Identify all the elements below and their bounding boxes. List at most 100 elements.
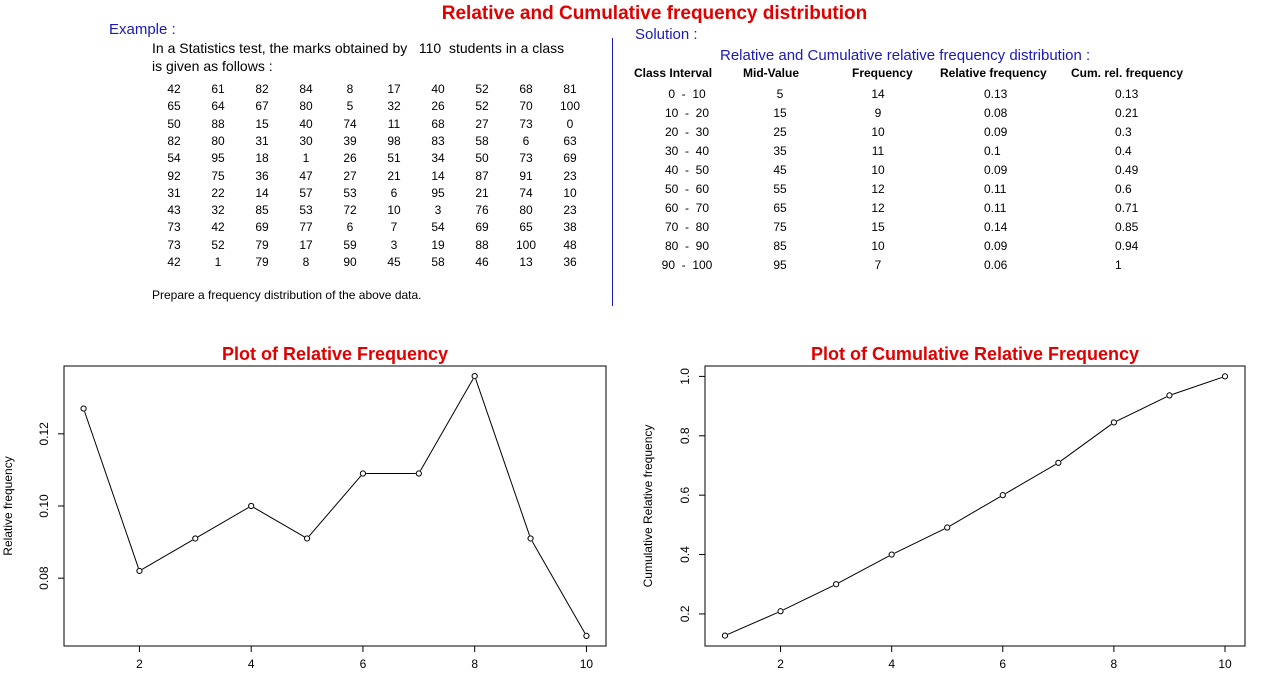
data-cell: 83	[431, 133, 445, 148]
series-line-segment	[1172, 376, 1223, 395]
data-cell: 75	[211, 168, 225, 183]
y-tick-label: 0.6	[678, 486, 692, 503]
data-cell: 88	[475, 237, 489, 252]
data-cell: 53	[343, 185, 357, 200]
data-point	[359, 470, 367, 477]
data-cell: 10	[387, 203, 401, 218]
data-cell: 0	[566, 116, 574, 131]
table-header: Mid-Value	[743, 66, 800, 80]
data-cell: 27	[343, 168, 357, 183]
y-axis-label: Relative frequency	[1, 456, 15, 555]
data-point	[415, 470, 422, 477]
data-cell: 10	[563, 185, 577, 200]
data-cell: 73	[167, 237, 181, 252]
data-cell: 17	[387, 82, 401, 96]
data-cell: 42	[167, 255, 181, 269]
table-cell: 10 - 20	[664, 106, 710, 120]
plot-frame	[704, 365, 1246, 647]
table-cell: 10	[871, 125, 885, 139]
data-cell: 80	[519, 203, 533, 218]
y-tick-label: 0.8	[678, 427, 692, 444]
table-cell: 0.3	[1115, 125, 1132, 139]
x-tick-label: 8	[1111, 657, 1118, 671]
data-cell: 1	[302, 151, 310, 166]
data-cell: 45	[387, 255, 401, 269]
data-cell: 22	[211, 185, 225, 200]
data-cell: 57	[299, 185, 313, 200]
data-cell: 58	[475, 133, 489, 148]
data-cell: 27	[475, 116, 489, 131]
relative-frequency-chart: 2 4 6 8 10 0.08 0.10 0.12 Relative frequency	[1, 365, 607, 671]
data-cell: 74	[343, 116, 357, 131]
x-tick-label: 10	[580, 657, 594, 671]
table-header: Relative frequency	[940, 66, 1047, 80]
table-cell: 70 - 80	[664, 220, 710, 234]
x-tick-label: 6	[360, 657, 367, 671]
table-cell: 9	[874, 106, 882, 120]
table-cell: 80 - 90	[664, 239, 710, 253]
problem-line-1: In a Statistics test, the marks obtained…	[152, 40, 565, 56]
data-cell: 40	[299, 116, 313, 131]
page-title: Relative and Cumulative frequency distri…	[441, 3, 868, 24]
data-cell: 6	[346, 220, 354, 235]
table-cell: 35	[773, 144, 787, 158]
x-tick-label: 2	[136, 657, 143, 671]
data-cell: 23	[563, 168, 577, 183]
table-cell: 95	[773, 258, 787, 272]
data-cell: 58	[431, 255, 445, 269]
data-cell: 87	[475, 168, 489, 183]
data-cell: 79	[255, 255, 269, 269]
series-line-segment	[894, 528, 945, 554]
data-cell: 31	[167, 185, 181, 200]
data-point	[1055, 459, 1062, 466]
table-cell: 0.4	[1115, 144, 1132, 158]
data-cell: 77	[299, 220, 313, 235]
data-cell: 43	[167, 203, 181, 218]
data-cell: 82	[167, 133, 181, 148]
data-cell: 39	[343, 133, 357, 148]
series-line-segment	[531, 541, 586, 634]
table-cell: 0.09	[984, 239, 1008, 253]
data-cell: 95	[431, 185, 445, 200]
series-line-segment	[475, 378, 530, 536]
x-tick-label: 4	[248, 657, 255, 671]
data-cell: 64	[211, 99, 225, 114]
table-cell: 30 - 40	[664, 144, 710, 158]
data-point	[192, 535, 199, 542]
x-tick-label: 2	[777, 657, 784, 671]
table-cell: 0.6	[1115, 182, 1132, 196]
table-cell: 0.08	[984, 106, 1008, 120]
table-header: Class Interval	[634, 66, 713, 80]
data-cell: 8	[302, 255, 310, 269]
data-cell: 14	[255, 185, 269, 200]
data-cell: 14	[431, 168, 445, 183]
data-cell: 21	[475, 185, 489, 200]
data-cell: 3	[390, 237, 398, 252]
data-cell: 74	[519, 185, 533, 200]
solution-label: Solution :	[635, 26, 698, 43]
data-cell: 51	[387, 151, 401, 166]
table-cell: 0.49	[1115, 163, 1139, 177]
data-cell: 19	[431, 237, 445, 252]
data-point	[833, 581, 840, 588]
data-point	[80, 405, 87, 412]
data-cell: 52	[475, 82, 489, 96]
data-point	[583, 632, 590, 639]
data-cell: 100	[515, 237, 537, 252]
data-cell: 100	[559, 99, 581, 114]
table-cell: 14	[871, 87, 885, 101]
x-tick-label: 8	[471, 657, 478, 671]
series-line-segment	[1060, 423, 1112, 462]
series-line-segment	[197, 507, 249, 538]
y-tick-label: 0.4	[678, 546, 692, 563]
data-point	[136, 567, 143, 575]
series-line-segment	[419, 378, 474, 471]
data-cell: 69	[255, 220, 269, 235]
data-cell: 5	[346, 99, 354, 114]
data-cell: 7	[390, 220, 398, 235]
series-line-segment	[838, 555, 890, 584]
data-cell: 8	[346, 82, 354, 96]
data-cell: 30	[299, 133, 313, 148]
table-cell: 10	[871, 163, 885, 177]
data-point	[1221, 373, 1229, 380]
